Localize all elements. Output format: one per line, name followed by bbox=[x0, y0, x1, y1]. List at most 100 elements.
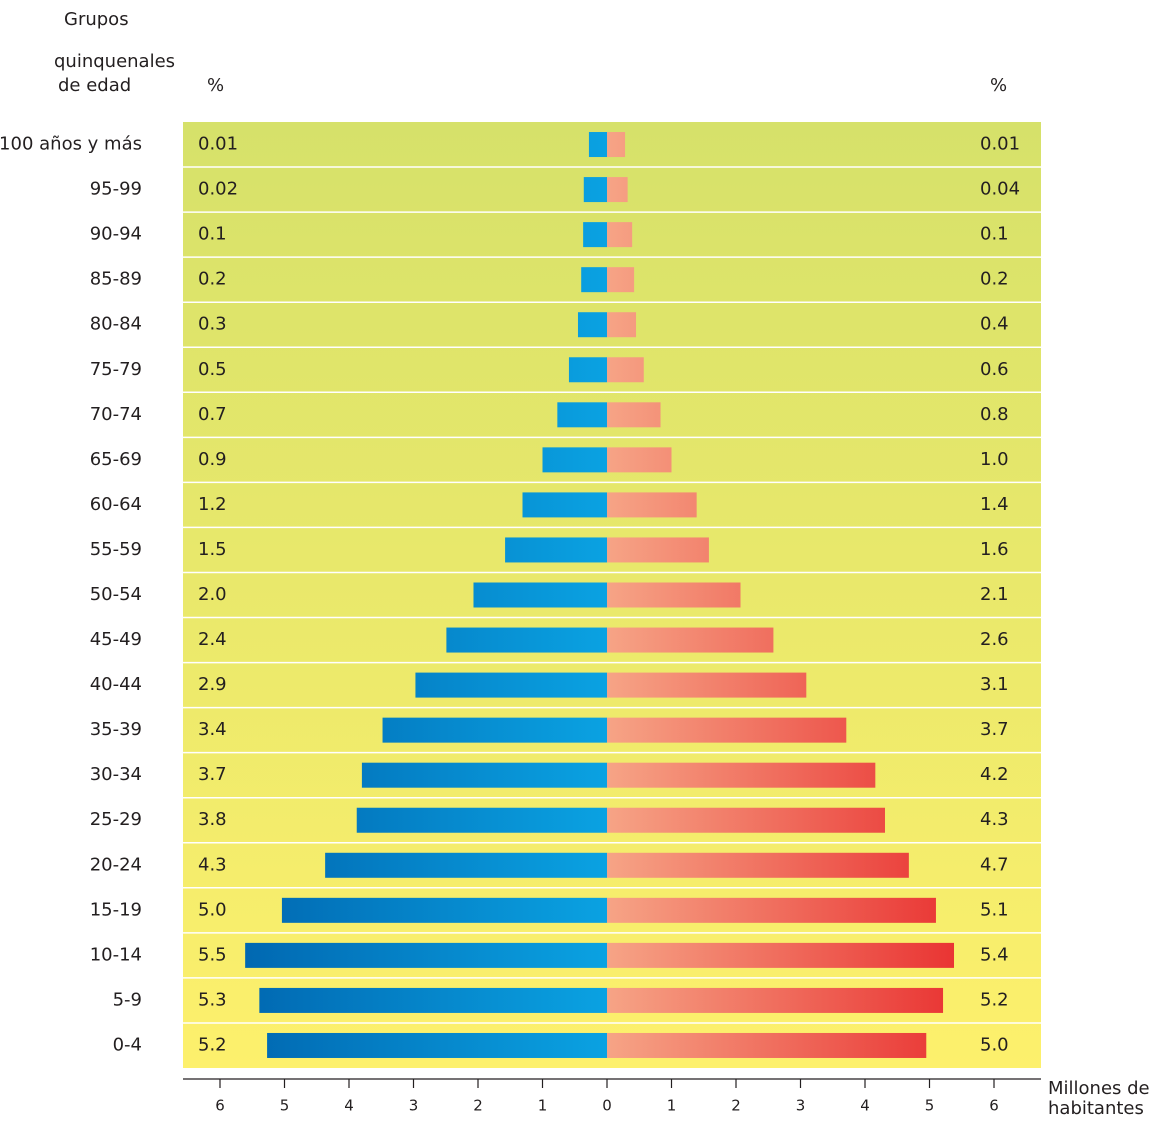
bar bbox=[522, 492, 607, 518]
x-axis-label: Millones de bbox=[1048, 1078, 1150, 1099]
age-label: 25-29 bbox=[90, 809, 142, 830]
bar bbox=[583, 222, 607, 248]
x-axis-label: habitantes bbox=[1048, 1098, 1144, 1119]
x-tick-label: 2 bbox=[731, 1097, 741, 1115]
left-percent: 5.3 bbox=[198, 989, 227, 1010]
x-tick-label: 0 bbox=[602, 1097, 612, 1115]
bar bbox=[542, 447, 607, 473]
age-label: 45-49 bbox=[90, 629, 142, 650]
x-tick-label: 2 bbox=[473, 1097, 483, 1115]
age-label: 50-54 bbox=[90, 584, 142, 605]
right-percent: 5.2 bbox=[980, 989, 1009, 1010]
bar bbox=[607, 447, 672, 473]
x-tick-label: 6 bbox=[215, 1097, 225, 1115]
age-label: 100 años y más bbox=[0, 134, 142, 155]
title-line: de edad bbox=[58, 75, 131, 96]
age-label: 60-64 bbox=[90, 494, 142, 515]
x-tick-label: 6 bbox=[989, 1097, 999, 1115]
bar bbox=[607, 942, 955, 968]
age-label: 35-39 bbox=[90, 719, 142, 740]
age-label: 75-79 bbox=[90, 359, 142, 380]
age-label: 90-94 bbox=[90, 224, 142, 245]
left-percent: 2.4 bbox=[198, 629, 227, 650]
age-label: 85-89 bbox=[90, 269, 142, 290]
x-tick-label: 3 bbox=[796, 1097, 806, 1115]
left-percent: 2.9 bbox=[198, 674, 227, 695]
title-line: Grupos bbox=[64, 9, 129, 30]
x-tick-label: 3 bbox=[409, 1097, 419, 1115]
bar bbox=[607, 852, 909, 878]
age-label: 10-14 bbox=[90, 944, 142, 965]
right-percent: 2.1 bbox=[980, 584, 1009, 605]
age-label: 15-19 bbox=[90, 899, 142, 920]
right-percent: 5.1 bbox=[980, 899, 1009, 920]
bar bbox=[607, 492, 697, 518]
age-label: 0-4 bbox=[113, 1034, 142, 1055]
bar bbox=[325, 852, 607, 878]
right-percent: 0.01 bbox=[980, 134, 1020, 155]
age-label: 65-69 bbox=[90, 449, 142, 470]
bar bbox=[607, 627, 774, 653]
bar bbox=[281, 897, 607, 923]
right-percent: 4.3 bbox=[980, 809, 1009, 830]
right-percent: 1.0 bbox=[980, 449, 1009, 470]
x-tick-label: 1 bbox=[667, 1097, 677, 1115]
x-tick-label: 5 bbox=[280, 1097, 290, 1115]
right-percent: 0.2 bbox=[980, 269, 1009, 290]
right-percent: 5.0 bbox=[980, 1034, 1009, 1055]
bar bbox=[607, 897, 936, 923]
left-percent: 0.02 bbox=[198, 179, 238, 200]
left-percent: 2.0 bbox=[198, 584, 227, 605]
left-percent: 1.2 bbox=[198, 494, 227, 515]
bar bbox=[505, 537, 607, 563]
title-line: quinquenales bbox=[54, 51, 175, 72]
bar bbox=[446, 627, 607, 653]
right-percent: 3.7 bbox=[980, 719, 1009, 740]
right-percent: 1.4 bbox=[980, 494, 1009, 515]
age-label: 70-74 bbox=[90, 404, 142, 425]
bar bbox=[607, 762, 876, 788]
bar bbox=[259, 987, 607, 1013]
left-percent: 0.2 bbox=[198, 269, 227, 290]
right-percent: 0.04 bbox=[980, 179, 1020, 200]
percent-header: % bbox=[990, 75, 1007, 96]
left-percent: 4.3 bbox=[198, 854, 227, 875]
bar bbox=[473, 582, 607, 608]
bar bbox=[607, 402, 661, 428]
bar bbox=[607, 1032, 927, 1058]
x-tick-label: 5 bbox=[925, 1097, 935, 1115]
right-percent: 1.6 bbox=[980, 539, 1009, 560]
left-percent: 3.4 bbox=[198, 719, 227, 740]
bar bbox=[607, 357, 644, 383]
bar bbox=[607, 672, 807, 698]
bar bbox=[607, 177, 628, 203]
bar bbox=[607, 717, 847, 743]
age-label: 20-24 bbox=[90, 854, 142, 875]
bar bbox=[577, 312, 607, 338]
age-label: 95-99 bbox=[90, 179, 142, 200]
age-label: 80-84 bbox=[90, 314, 142, 335]
right-percent: 0.8 bbox=[980, 404, 1009, 425]
left-percent: 3.7 bbox=[198, 764, 227, 785]
percent-header: % bbox=[207, 75, 224, 96]
bar bbox=[568, 357, 607, 383]
bar bbox=[607, 582, 741, 608]
left-percent: 5.5 bbox=[198, 944, 227, 965]
bar bbox=[382, 717, 607, 743]
left-percent: 0.1 bbox=[198, 224, 227, 245]
right-percent: 0.1 bbox=[980, 224, 1009, 245]
right-percent: 4.2 bbox=[980, 764, 1009, 785]
age-label: 40-44 bbox=[90, 674, 142, 695]
bar bbox=[415, 672, 607, 698]
age-label: 5-9 bbox=[113, 989, 142, 1010]
x-tick-label: 4 bbox=[860, 1097, 870, 1115]
right-percent: 0.6 bbox=[980, 359, 1009, 380]
x-tick-label: 4 bbox=[344, 1097, 354, 1115]
right-percent: 5.4 bbox=[980, 944, 1009, 965]
left-percent: 0.3 bbox=[198, 314, 227, 335]
left-percent: 5.2 bbox=[198, 1034, 227, 1055]
right-percent: 3.1 bbox=[980, 674, 1009, 695]
bar bbox=[361, 762, 607, 788]
bar bbox=[588, 132, 607, 158]
left-percent: 0.9 bbox=[198, 449, 227, 470]
